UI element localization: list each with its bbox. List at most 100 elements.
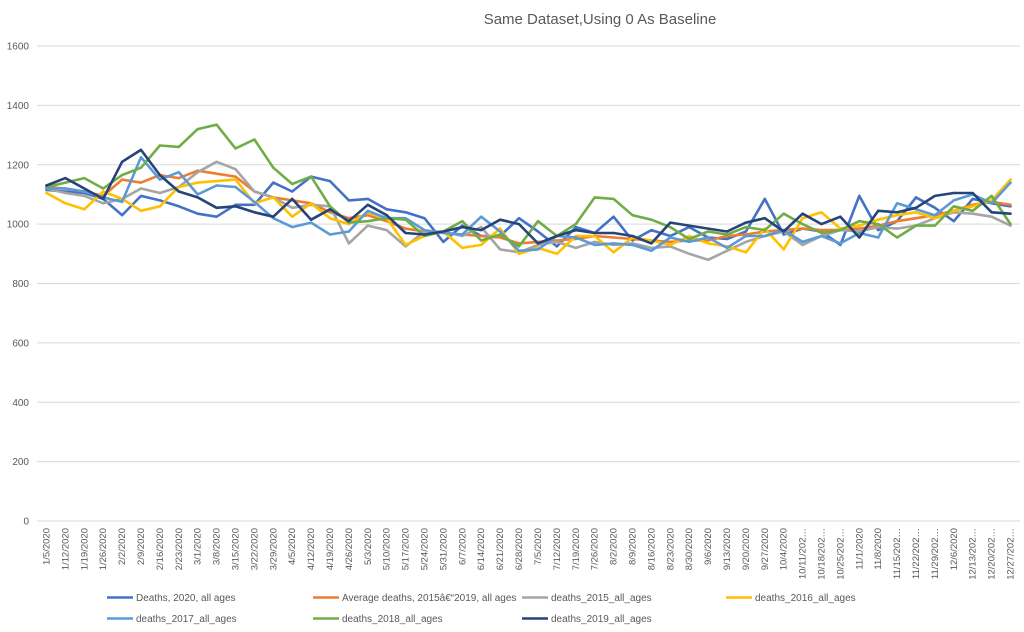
data-point [196,196,199,199]
data-point [971,197,974,201]
data-point [45,191,48,195]
data-point [669,243,672,247]
x-tick-label: 1/12/2020 [60,528,71,570]
data-point [404,243,407,247]
data-point [952,191,955,195]
data-point [498,218,502,221]
data-point [895,211,899,214]
data-point [385,228,388,232]
data-point [291,206,294,209]
x-axis-ticks: 1/5/2020 1/12/2020 1/19/2020 1/26/2020 2/2/2… [41,528,1016,580]
data-point [517,249,521,252]
data-point [404,227,407,230]
x-tick-label: 9/13/2020 [722,528,733,570]
data-point [895,214,899,217]
data-point [574,225,577,229]
x-tick-label: 6/7/2020 [457,528,468,565]
data-point [593,196,596,199]
data-point [801,217,804,220]
data-point [555,252,559,255]
x-tick-label: 9/27/2020 [760,528,771,570]
x-tick-label: 7/26/2020 [590,528,601,570]
data-point [895,227,899,230]
data-point [1009,203,1012,206]
data-point [952,199,955,202]
data-point [669,240,672,244]
data-point [83,208,86,211]
data-point [196,181,199,184]
data-point [442,240,445,244]
data-point [498,248,502,251]
data-point [820,231,823,235]
data-point [366,197,369,201]
data-point [820,228,823,232]
data-point [309,218,313,221]
data-point [801,222,804,226]
data-point [309,202,313,205]
x-tick-label: 12/27/202… [1006,528,1017,580]
data-point [650,249,653,252]
x-tick-label: 5/24/2020 [420,528,431,570]
data-point [234,205,237,208]
data-point [706,239,710,242]
data-point [782,230,785,233]
data-point [1009,212,1012,215]
data-point [669,236,672,239]
x-tick-label: 9/6/2020 [703,528,714,565]
data-point [914,217,918,220]
data-point [215,172,218,175]
data-point [990,202,993,205]
data-point [858,236,861,239]
data-point [347,242,351,245]
x-tick-label: 4/19/2020 [325,528,336,570]
data-point [291,215,294,218]
data-point [933,224,937,227]
data-point [291,190,294,193]
x-tick-label: 2/16/2020 [155,528,166,570]
x-tick-label: 12/20/202… [987,528,998,580]
data-point [650,246,653,250]
x-tick-label: 6/28/2020 [514,528,525,570]
x-tick-label: 5/17/2020 [401,528,412,570]
data-point [158,191,162,195]
legend-item: deaths_2019_all_ages [522,614,652,625]
data-point [498,233,502,236]
data-point [291,197,294,201]
data-point [234,185,237,189]
data-point [688,224,691,227]
series-line [45,175,1012,248]
data-point [177,145,180,149]
x-tick-label: 9/20/2020 [741,528,752,570]
data-point [498,236,502,239]
data-point [612,215,615,218]
data-point [234,168,237,171]
legend-item: deaths_2015_all_ages [522,593,652,604]
legend-label: Average deaths, 2015â€“2019, all ages [342,593,516,604]
data-point [347,199,351,202]
data-point [139,209,143,212]
data-point [858,231,861,235]
data-point [309,175,313,178]
data-point [706,227,710,230]
x-tick-label: 8/30/2020 [684,528,695,570]
data-point [971,205,974,208]
data-point [328,208,332,211]
data-point [461,220,464,223]
data-point [385,208,388,211]
data-point [763,217,766,220]
data-point [347,217,351,220]
data-point [139,148,143,152]
data-point [536,242,540,245]
data-point [1009,181,1012,184]
legend-label: deaths_2018_all_ages [342,614,443,625]
data-point [102,190,105,193]
data-point [177,171,180,174]
data-point [990,194,993,198]
data-point [328,233,332,236]
series-line [45,169,1012,245]
data-point [139,187,143,190]
data-point [517,222,521,226]
data-point [858,224,861,227]
data-point [706,230,710,233]
